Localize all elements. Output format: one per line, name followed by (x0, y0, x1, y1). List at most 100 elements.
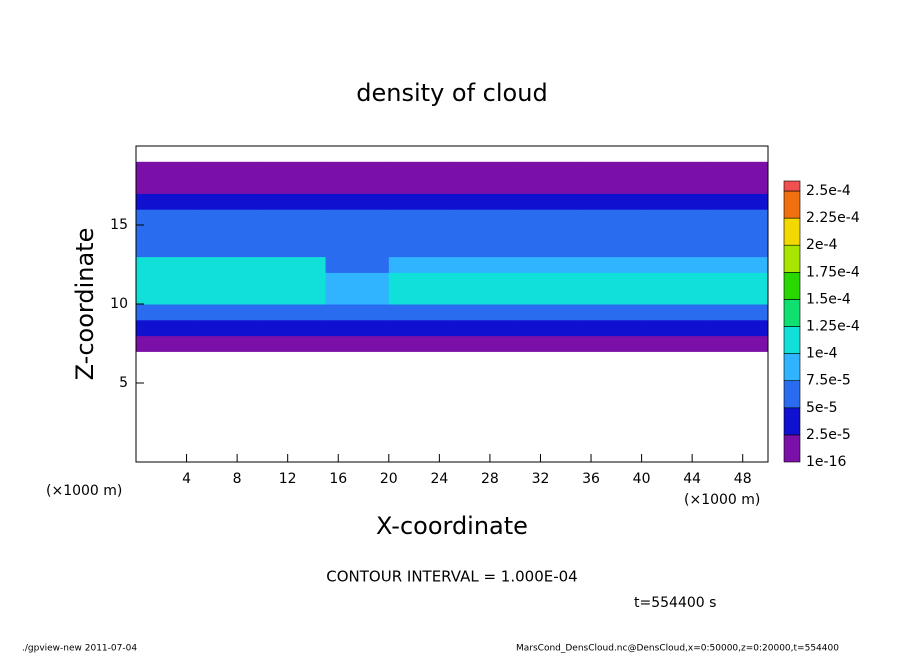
heatmap-cell (262, 240, 327, 258)
heatmap-cell (641, 193, 706, 210)
time-note: t=554400 s (634, 595, 716, 611)
heatmap-cell (641, 209, 706, 226)
heatmap-cell (136, 272, 200, 289)
heatmap-cell (452, 304, 516, 321)
heatmap-cell (388, 209, 453, 226)
y-unit: (×1000 m) (46, 483, 122, 499)
heatmap-cell (704, 335, 769, 352)
x-unit: (×1000 m) (684, 492, 760, 508)
x-tick-label: 24 (430, 471, 448, 487)
x-axis-label: X-coordinate (376, 512, 528, 540)
heatmap-cell (578, 177, 643, 194)
heatmap-cell (388, 288, 453, 305)
heatmap-cell (262, 319, 327, 337)
heatmap-cell (578, 225, 643, 242)
heatmap-cell (515, 304, 579, 321)
heatmap-cell (325, 177, 390, 194)
colorbar-label: 1e-4 (806, 346, 838, 362)
x-tick-label: 36 (582, 471, 600, 487)
heatmap-cell (325, 335, 390, 352)
heatmap-cell (641, 288, 706, 305)
heatmap-cell (388, 335, 453, 352)
heatmap-cell (641, 177, 706, 194)
colorbar-label: 2.5e-4 (806, 183, 851, 199)
heatmap-cell (452, 335, 516, 352)
heatmap-cell (388, 304, 453, 321)
heatmap-cell (388, 319, 453, 337)
heatmap-cell (199, 256, 263, 273)
colorbar-box (783, 244, 801, 273)
y-tick-label: 10 (110, 296, 128, 312)
heatmap-cell (388, 225, 453, 242)
heatmap-cell (199, 272, 263, 289)
colorbar-box (783, 353, 801, 382)
heatmap-cell (515, 240, 579, 258)
heatmap-cell (641, 319, 706, 337)
heatmap-cell (262, 335, 327, 352)
heatmap-cell (199, 288, 263, 305)
heatmap-cell (515, 335, 579, 352)
heatmap-cell (515, 177, 579, 194)
heatmap-cell (704, 240, 769, 258)
heatmap-cell (136, 335, 200, 352)
colorbar-box (783, 217, 801, 246)
heatmap-cell (452, 209, 516, 226)
y-tick-label: 15 (110, 217, 128, 233)
x-tick-label: 32 (532, 471, 550, 487)
chart-title: density of cloud (356, 79, 547, 107)
colorbar-box (783, 271, 801, 300)
heatmap-cell (199, 161, 263, 179)
heatmap-cell (199, 225, 263, 242)
heatmap-cell (578, 272, 643, 289)
heatmap-cell (325, 304, 390, 321)
heatmap-cell (515, 193, 579, 210)
heatmap-cell (704, 209, 769, 226)
heatmap-cell (515, 272, 579, 289)
heatmap-cell (704, 225, 769, 242)
heatmap-cell (515, 288, 579, 305)
heatmap-cell (388, 161, 453, 179)
heatmap-cell (388, 256, 453, 273)
heatmap-cell (136, 288, 200, 305)
heatmap-cell (704, 272, 769, 289)
heatmap-cell (136, 209, 200, 226)
colorbar-label: 2e-4 (806, 237, 838, 253)
heatmap-cell (515, 319, 579, 337)
colorbar-box (783, 407, 801, 436)
heatmap-cell (704, 256, 769, 273)
colorbar-box (783, 180, 801, 192)
heatmap-cell (641, 240, 706, 258)
x-tick-label: 40 (633, 471, 651, 487)
heatmap-cell (578, 240, 643, 258)
y-tick-label: 5 (119, 375, 128, 391)
heatmap-cell (262, 193, 327, 210)
heatmap-cell (578, 209, 643, 226)
heatmap-cell (325, 288, 390, 305)
colorbar-label: 7.5e-5 (806, 373, 851, 389)
heatmap-cell (136, 177, 200, 194)
heatmap-cell (578, 319, 643, 337)
heatmap-cell (578, 193, 643, 210)
colorbar-label: 2.5e-5 (806, 427, 851, 443)
heatmap-cell (262, 161, 327, 179)
heatmap-cell (578, 335, 643, 352)
heatmap-cell (452, 256, 516, 273)
heatmap-cell (199, 319, 263, 337)
heatmap-cell (578, 304, 643, 321)
x-tick-label: 16 (329, 471, 347, 487)
heatmap-cell (515, 225, 579, 242)
colorbar-label: 2.25e-4 (806, 210, 860, 226)
heatmap-cell (388, 177, 453, 194)
heatmap-cell (578, 288, 643, 305)
heatmap-cell (452, 161, 516, 179)
heatmap-cell (325, 256, 390, 273)
heatmap-cell (641, 304, 706, 321)
heatmap-cell (452, 225, 516, 242)
heatmap-cell (199, 209, 263, 226)
heatmap-cell (388, 272, 453, 289)
footer-left: ./gpview-new 2011-07-04 (22, 644, 137, 654)
colorbar-box (783, 434, 801, 463)
colorbar-label: 1.5e-4 (806, 291, 851, 307)
heatmap-cell (136, 256, 200, 273)
